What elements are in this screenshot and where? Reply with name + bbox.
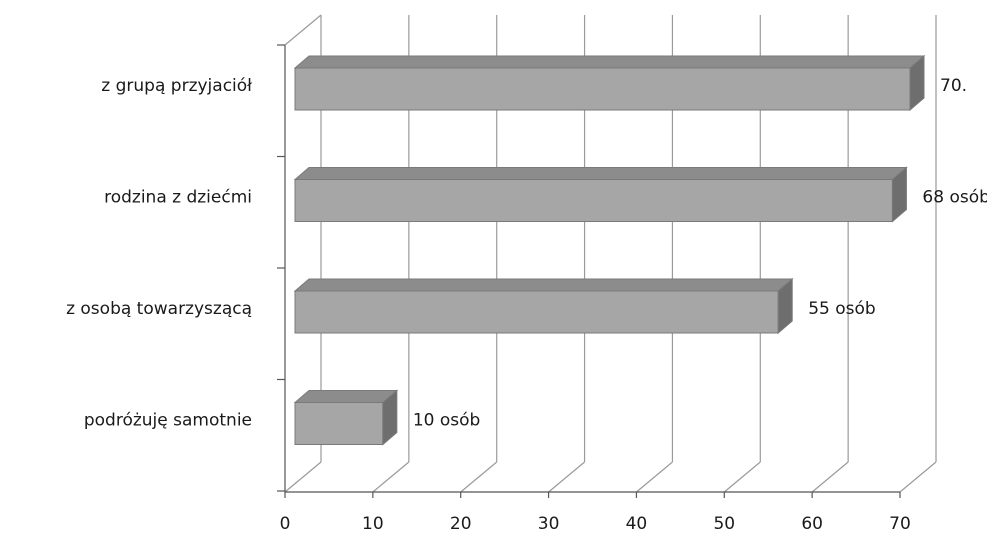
wall-top-edge xyxy=(284,14,322,46)
x-tick-label: 50 xyxy=(713,514,735,534)
bar xyxy=(294,67,911,111)
bar-side-face xyxy=(909,54,925,112)
floor-gridline xyxy=(811,461,849,493)
category-label: z osobą towarzyszącą xyxy=(66,299,252,319)
data-label: 55 osób xyxy=(808,299,876,319)
x-tick-label: 70 xyxy=(889,514,911,534)
x-tick-label: 40 xyxy=(626,514,648,534)
bar-top-face xyxy=(293,167,908,180)
bar xyxy=(294,402,384,445)
floor-gridline xyxy=(460,461,498,493)
x-tick-label: 10 xyxy=(362,514,384,534)
floor-gridline xyxy=(636,461,673,493)
floor-gridline xyxy=(899,461,937,493)
bar xyxy=(294,179,893,222)
x-tick-label: 0 xyxy=(280,514,291,534)
bar-side-face xyxy=(891,166,907,223)
data-label: 70. xyxy=(940,76,967,96)
bar-top-face xyxy=(293,55,926,69)
bar-top-face xyxy=(293,278,794,292)
floor-gridline xyxy=(548,461,585,493)
data-label: 10 osób xyxy=(413,411,481,431)
x-tick-label: 20 xyxy=(450,514,472,534)
bar-top-face xyxy=(293,390,399,403)
x-tick-label: 60 xyxy=(801,514,823,534)
floor-gridline xyxy=(723,461,761,493)
data-label: 68 osób xyxy=(922,188,987,208)
category-label: rodzina z dziećmi xyxy=(104,188,252,208)
floor-gridline xyxy=(372,461,410,493)
x-tick-label: 30 xyxy=(538,514,560,534)
category-label: z grupą przyjaciół xyxy=(101,76,252,96)
bar-side-face xyxy=(382,389,398,446)
bar-side-face xyxy=(777,277,793,335)
floor-gridline xyxy=(284,461,322,493)
category-label: podróżuję samotnie xyxy=(84,411,252,431)
bar xyxy=(294,290,779,334)
